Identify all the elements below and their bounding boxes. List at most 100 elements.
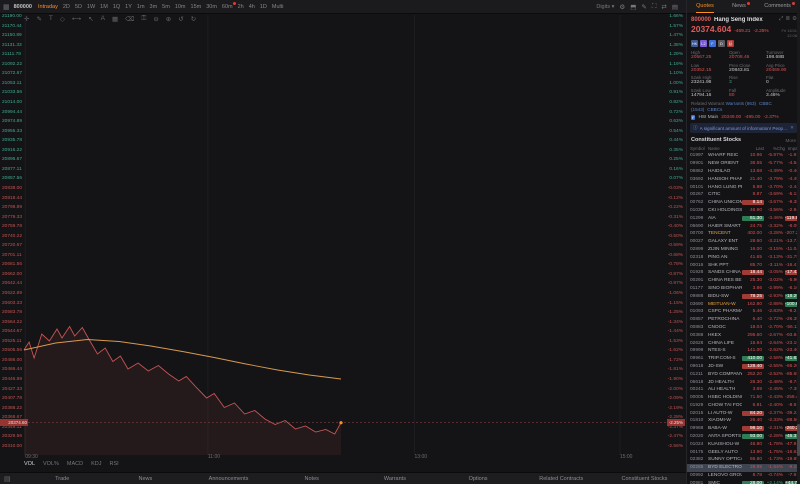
table-row[interactable]: 09988 BABA-W 98.10 -2.31% -260.20 [687, 425, 800, 433]
timeframe-5d[interactable]: 5D [74, 3, 82, 10]
table-row[interactable]: 00285 BYD ELECTRONIC 28.85 -1.54% -9.19 [687, 463, 800, 472]
table-row[interactable]: 00388 HKEX 295.60 -2.67% -93.84 [687, 331, 800, 339]
bottom-tab-notes[interactable]: Notes [304, 476, 319, 482]
table-row[interactable]: 02628 CHINA LIFE 15.94 -2.64% -23.19 [687, 339, 800, 347]
table-row[interactable]: 02020 ANTA SPORTS 93.00 -2.28% -46.31 [687, 433, 800, 441]
table-row[interactable]: 00027 GALAXY ENT 28.60 -3.21% -13.71 [687, 238, 800, 246]
eraser-icon[interactable]: ⌫ [125, 16, 135, 23]
table-row[interactable]: 00762 CHINA UNICOM 8.14 -3.67% -9.38 [687, 199, 800, 207]
table-row[interactable]: 02318 PING AN 41.65 -3.13% -31.75 [687, 253, 800, 261]
table-row[interactable]: 01299 AIA 61.30 -3.46% -119.88 [687, 214, 800, 222]
expand-icon[interactable]: ⤢ [779, 16, 784, 22]
news-banner[interactable]: ⓘ A significant amount of information! P… [690, 123, 797, 133]
table-row[interactable]: 00267 CITIC 8.87 -3.69% -5.12 [687, 191, 800, 199]
lock-icon[interactable]: ⚿ [141, 15, 147, 22]
shapes-icon[interactable]: ◇ [59, 16, 65, 23]
table-row[interactable]: 00175 GEELY AUTO 13.90 -1.75% -16.63 [687, 448, 800, 456]
table-row[interactable]: 09961 TRIP.COM-S 410.00 -2.58% -41.62 [687, 355, 800, 363]
table-row[interactable]: 00241 ALI HEALTH 3.69 -2.45% -7.38 [687, 386, 800, 394]
table-row[interactable]: 06862 HAIDILAO 13.68 -4.39% -0.46 [687, 168, 800, 176]
table-row[interactable]: 06690 HAIER SMART 24.75 -3.32% -8.05 [687, 222, 800, 230]
timeframe-2d[interactable]: 2D [62, 3, 70, 10]
text-icon[interactable]: T [48, 15, 53, 22]
timeframe-10m[interactable]: 10m [174, 3, 186, 10]
indicator-tab-vol[interactable]: VOL [24, 461, 36, 467]
bottom-tab-options[interactable]: Options [468, 476, 488, 482]
zoom-out-icon[interactable]: ⊖ [153, 16, 159, 23]
timeframe-1y[interactable]: 1Y [125, 3, 132, 10]
annotation-icon[interactable]: A [100, 15, 106, 22]
timeframe-1m[interactable]: 1m [136, 3, 145, 10]
table-row[interactable]: 00992 LENOVO GROUP 8.78 -0.74% -7.91 [687, 472, 800, 480]
banner-close-icon[interactable]: ✕ [790, 125, 794, 130]
table-row[interactable]: 01997 WHARF REIC 10.96 -5.97% -1.91 [687, 152, 800, 160]
table-row[interactable]: 02015 LI AUTO-W 84.20 -2.37% -39.22 [687, 409, 800, 417]
timeframe-1d[interactable]: 1D [259, 3, 267, 10]
table-row[interactable]: 01928 SANDS CHINA 18.44 -3.05% -17.43 [687, 269, 800, 277]
screenshot-icon[interactable]: ⛶ [651, 2, 657, 10]
table-row[interactable]: 00857 PETROCHINA 6.40 -2.72% -26.35 [687, 316, 800, 324]
table-row[interactable]: 01024 KUAISHOU-W 46.80 -1.78% -47.91 [687, 440, 800, 448]
indicator-tab-rsi[interactable]: RSI [109, 461, 119, 467]
timeframe-multi[interactable]: Multi [271, 3, 284, 10]
table-row[interactable]: 01038 CKI HOLDINGS 46.90 -3.56% -2.94 [687, 207, 800, 215]
intraday-plot[interactable] [0, 13, 686, 465]
panel-tab-quotes[interactable]: Quotes [696, 0, 714, 13]
indicator-tab-volpct[interactable]: VOL% [43, 461, 59, 467]
panel-tab-news[interactable]: News [732, 0, 750, 13]
table-row[interactable]: 00883 CNOOC 18.04 -2.70% -56.11 [687, 324, 800, 332]
trend-arrow-icon[interactable]: ↖ [88, 16, 94, 23]
related-link[interactable]: Warrants (863) [725, 101, 757, 106]
table-row[interactable]: 00016 SHK PPT 85.70 -3.11% -16.41 [687, 261, 800, 269]
constituents-table-header[interactable]: Symbol Name Last %Chg Impact [687, 144, 800, 152]
table-row[interactable]: 01177 SINO BIOPHARM 3.86 -2.99% -6.10 [687, 285, 800, 293]
app-logo-icon[interactable]: ▦ [3, 3, 10, 11]
bottom-tab-news[interactable]: News [138, 476, 153, 482]
table-row[interactable]: 01211 BYD COMPANY 252.20 -2.52% -85.68 [687, 370, 800, 378]
scrollbar-thumb[interactable] [797, 424, 800, 456]
notebook-icon[interactable]: ▤ [671, 3, 678, 11]
timeframe-intraday[interactable]: Intraday [37, 3, 58, 10]
bottom-tab-trade[interactable]: Trade [55, 476, 70, 482]
col-header-last[interactable]: Last [755, 145, 764, 151]
table-row[interactable]: 09618 JD-SW 128.40 -2.55% -66.20 [687, 363, 800, 371]
digits-dropdown[interactable]: Digits ▾ [596, 3, 615, 10]
bottom-tab-announcements[interactable]: Announcements [208, 476, 249, 482]
redo-icon[interactable]: ↻ [190, 16, 197, 23]
more-link[interactable]: More [785, 137, 796, 143]
panel-tab-comments[interactable]: Comments [764, 0, 795, 13]
table-row[interactable]: 01093 CSPC PHARMA 5.46 -2.83% -9.21 [687, 308, 800, 316]
table-row[interactable]: 09901 NEW ORIENT 36.55 -5.77% -4.54 [687, 160, 800, 168]
monitor-icon[interactable]: ⬒ [630, 3, 637, 11]
table-row[interactable]: 03692 HANSOH PHAR 21.40 -3.79% -4.49 [687, 175, 800, 183]
bottom-tab-warrants[interactable]: Warrants [383, 476, 406, 482]
timeframe-30m[interactable]: 30m [206, 3, 217, 10]
timeframe-1q[interactable]: 1Q [112, 3, 121, 10]
related-link[interactable]: CBBC (1543) [691, 101, 772, 112]
timeframe-15m[interactable]: 15m [190, 3, 202, 10]
panel-settings-icon[interactable]: ⚙ [792, 16, 797, 22]
table-row[interactable]: 01929 CHOW TAI FOOK 6.91 -2.40% -8.91 [687, 402, 800, 410]
bottom-tab-related-contracts[interactable]: Related Contracts [539, 476, 584, 482]
table-row[interactable]: 02382 SUNNY OPTICAL 66.80 -1.73%-19.89 [687, 456, 800, 464]
doc-icon[interactable]: ▤ [4, 476, 11, 483]
col-header-chg[interactable]: %Chg [773, 145, 785, 151]
timeframe-2h[interactable]: 2h [237, 3, 244, 10]
gear-icon[interactable]: ⚙ [619, 3, 626, 11]
compare-icon[interactable]: ⇄ [661, 3, 667, 11]
indicator-tab-kdj[interactable]: KDJ [91, 461, 102, 467]
table-row[interactable]: 00291 CHINA RES BEER 25.30 -3.02% -5.90 [687, 277, 800, 285]
pencil-icon[interactable]: ✎ [36, 16, 42, 23]
col-header-name[interactable]: Name [708, 145, 720, 151]
timeframe-4h[interactable]: 4h [248, 3, 255, 10]
timeframe-1w[interactable]: 1W [86, 3, 96, 10]
zoom-in-icon[interactable]: ⊕ [165, 16, 172, 23]
table-row[interactable]: 01810 XIAOMI-W 26.40 -2.33% -88.50 [687, 417, 800, 425]
table-row[interactable]: 02899 ZIJIN MINING 16.00 -3.15% -11.04 [687, 246, 800, 254]
timeframe-5m[interactable]: 5m [162, 3, 170, 10]
table-row[interactable]: 09888 BIDU-SW 78.25 -2.93% -18.29 [687, 292, 800, 300]
table-row[interactable]: 09999 NTES-S 141.00 -2.62% -23.40 [687, 347, 800, 355]
timeframe-1m[interactable]: 1M [100, 3, 108, 10]
timeframe-60m[interactable]: 60m [222, 1, 236, 10]
table-row[interactable]: 00101 HANG LUNG PPT 5.98 -3.70% -2.44 [687, 183, 800, 191]
